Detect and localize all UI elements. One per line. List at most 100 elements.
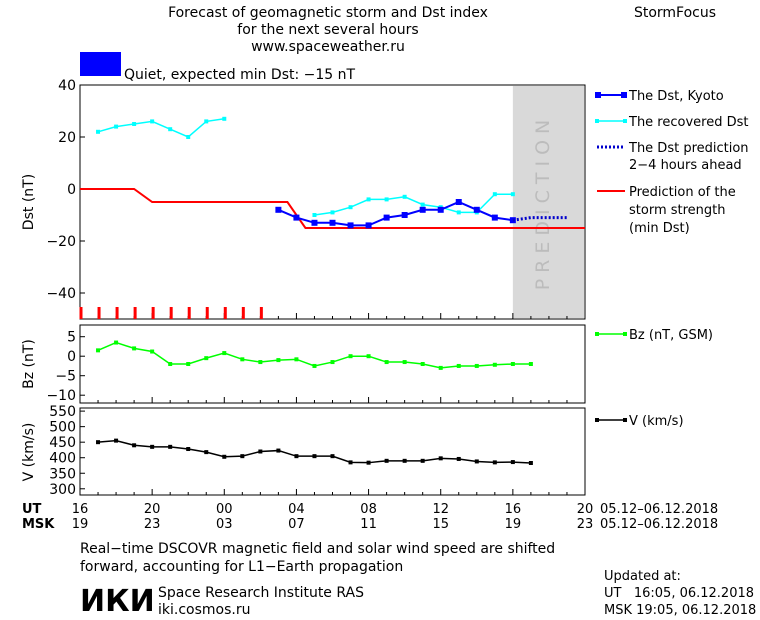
v-point (510, 460, 515, 465)
kyoto-dst-point (419, 206, 426, 213)
kyoto-dst-line (277, 200, 513, 227)
y-tick-label: 350 (49, 466, 76, 482)
prediction-band (512, 86, 584, 318)
recovered-dst-point (204, 119, 209, 124)
y-tick-label: 40 (58, 78, 76, 94)
v-point (330, 454, 335, 459)
bz-point (384, 360, 389, 365)
kyoto-dst-point (473, 206, 480, 213)
kyoto-dst-point (383, 214, 390, 221)
recovered-dst-line (97, 118, 225, 138)
bz-point (240, 357, 245, 362)
y-tick-label: 550 (49, 404, 76, 420)
bz-point (258, 360, 263, 365)
v-point (384, 458, 389, 463)
brand-name: StormFocus (634, 5, 716, 21)
bz-point (510, 362, 515, 366)
v-point (150, 444, 155, 449)
recovered-dst-point (330, 210, 335, 215)
legend-v-label: V (km/s) (629, 414, 684, 429)
y-tick-label: 400 (49, 451, 76, 467)
v-point (132, 443, 137, 448)
kyoto-dst-point (365, 222, 372, 229)
updated-ut: UT 16:05, 06.12.2018 (604, 586, 754, 601)
bz-point (348, 354, 353, 359)
v-panel-frame (79, 407, 586, 496)
legend-bz-label: Bz (nT, GSM) (629, 328, 713, 343)
recovered-dst-point (348, 205, 353, 210)
kyoto-dst-point (455, 199, 462, 205)
recovered-dst-point (168, 127, 173, 132)
ut-tick-label: 16 (72, 502, 89, 517)
legend-storm-label-2: storm strength (629, 203, 726, 218)
ut-tick-label: 20 (144, 502, 161, 517)
bz-point (456, 363, 461, 368)
y-tick-label: 500 (49, 420, 76, 436)
ut-date-range: 05.12–06.12.2018 (600, 502, 718, 517)
status-color-box (80, 52, 121, 76)
bz-point (402, 360, 407, 365)
msk-tick-label: 19 (505, 517, 522, 532)
legend-kyoto-marker (621, 92, 627, 98)
kyoto-dst-point (329, 219, 336, 226)
msk-date-range: 05.12–06.12.2018 (600, 517, 718, 532)
v-point (402, 458, 407, 463)
legend-kyoto-marker (595, 92, 601, 98)
ut-tick-label: 12 (432, 502, 449, 517)
v-point (528, 460, 533, 465)
bz-point (330, 360, 335, 365)
v-point (366, 460, 371, 465)
msk-tick-label: 23 (144, 517, 161, 532)
y-tick-label: −20 (46, 234, 76, 250)
msk-tick-label: 19 (72, 517, 89, 532)
bz-point (528, 362, 533, 366)
v-point (438, 456, 443, 461)
msk-axis-label: MSK (22, 517, 55, 532)
bz-point (492, 362, 497, 367)
recovered-dst-point (420, 202, 425, 207)
v-point (96, 440, 101, 445)
y-tick-label: 0 (67, 349, 76, 365)
bz-point (204, 356, 209, 361)
v-line (97, 439, 531, 464)
recovered-dst-point (96, 129, 101, 134)
iki-logo: ИКИ (80, 584, 155, 619)
y-tick-label: 0 (67, 182, 76, 198)
bz-point (420, 362, 425, 366)
bz-point (222, 351, 227, 356)
kyoto-dst-point (293, 214, 300, 221)
status-text: Quiet, expected min Dst: −15 nT (124, 67, 356, 83)
legend-recovered-label: The recovered Dst (628, 115, 748, 130)
bz-point (150, 349, 155, 354)
v-point (114, 438, 119, 443)
y-tick-label: −5 (55, 369, 76, 385)
updated-msk: MSK 19:05, 06.12.2018 (604, 603, 756, 618)
bz-point (186, 362, 191, 366)
bz-axis-label: Bz (nT) (21, 339, 37, 389)
legend-bz: Bz (nT, GSM) (595, 328, 713, 343)
prediction-label: PREDICTION (532, 114, 554, 291)
kyoto-dst-point (347, 222, 354, 229)
kyoto-dst-point (437, 206, 444, 213)
ut-tick-label: 00 (216, 502, 233, 517)
institute-site[interactable]: iki.cosmos.ru (158, 602, 250, 618)
v-point (276, 448, 281, 453)
dst-prediction-line (512, 216, 567, 222)
v-point (474, 459, 479, 464)
v-point (312, 454, 317, 459)
legend-storm-label: Prediction of the (629, 185, 736, 200)
ut-tick-label: 08 (360, 502, 377, 517)
recovered-dst-point (312, 213, 317, 217)
msk-tick-label: 07 (288, 517, 305, 532)
y-tick-label: −40 (46, 286, 76, 302)
recovered-dst-point (366, 197, 371, 202)
y-tick-label: 300 (49, 482, 76, 498)
bz-point (96, 348, 101, 353)
v-point (420, 458, 425, 463)
chart-title-url[interactable]: www.spaceweather.ru (251, 39, 405, 55)
footer-note-line2: forward, accounting for L1−Earth propaga… (80, 559, 403, 575)
v-point (204, 450, 209, 455)
storm-strength-line (80, 188, 585, 229)
